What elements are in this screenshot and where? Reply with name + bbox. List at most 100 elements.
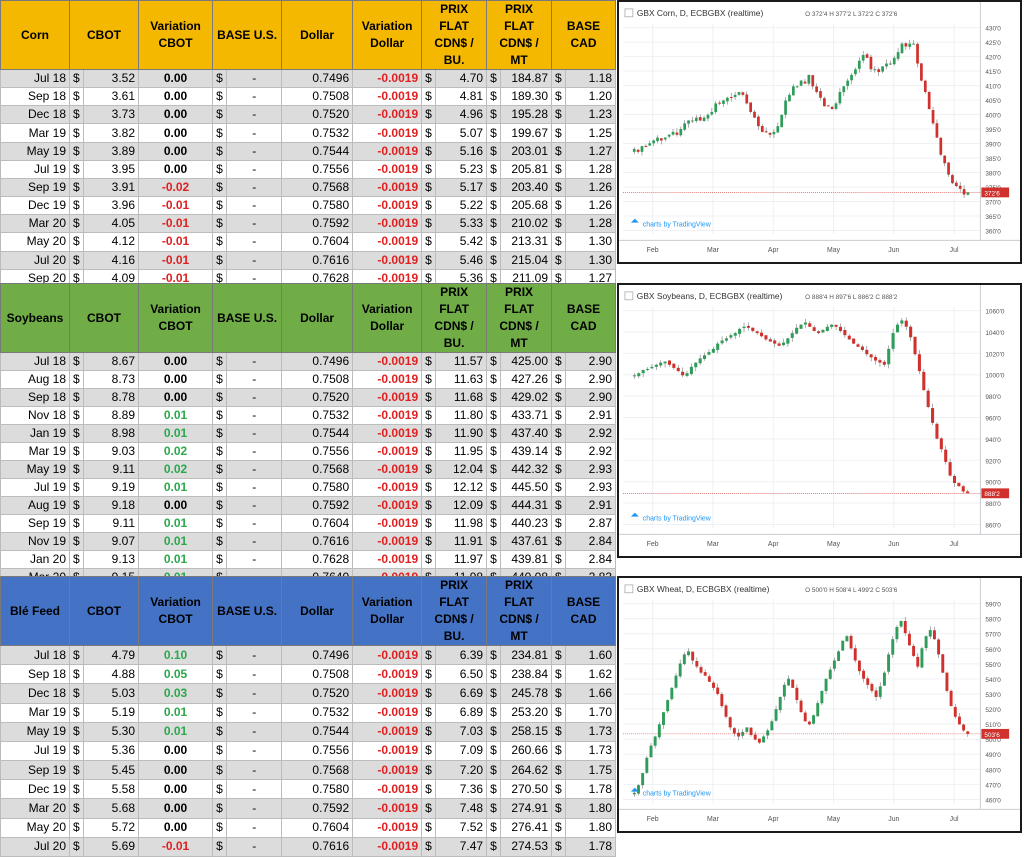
y-tick-label: 410'0 xyxy=(985,84,1001,91)
contract-month: May 19 xyxy=(0,721,70,742)
candle-body xyxy=(920,648,924,668)
candle-body xyxy=(741,92,745,95)
table-cell: $ xyxy=(486,798,502,819)
table-cell: 9.03 xyxy=(83,442,139,461)
column-header: CBOT xyxy=(69,0,139,70)
x-tick-label: Jul xyxy=(950,247,959,254)
y-tick-label: 530'0 xyxy=(985,692,1001,699)
table-cell: 0.01 xyxy=(137,406,214,425)
y-tick-label: 480'0 xyxy=(985,767,1001,774)
table-cell: $ xyxy=(486,370,502,389)
candle-body xyxy=(784,100,787,115)
table-cell: $ xyxy=(551,514,567,533)
table-cell: $ xyxy=(486,141,502,161)
table-row: Jul 20 $5.69 -0.01 $ -0.7616 -0.0019 $7.47 $274… xyxy=(0,836,616,857)
candle-body xyxy=(962,724,966,731)
attribution-label[interactable]: charts by TradingView xyxy=(643,516,711,523)
table-cell: 5.33 xyxy=(435,214,488,234)
table-cell: 0.00 xyxy=(137,123,214,143)
table-row: Sep 18 $3.61 0.00 $ -0.7508 -0.0019 $4.81 $189.… xyxy=(0,87,616,107)
contract-month: Sep 19 xyxy=(0,514,70,533)
table-cell: - xyxy=(226,664,283,685)
candle-body xyxy=(718,102,721,104)
table-cell: $ xyxy=(551,406,567,425)
contract-month: Sep 18 xyxy=(0,87,70,107)
candle-body xyxy=(678,663,682,677)
candle-body xyxy=(904,320,908,327)
table-cell: $ xyxy=(486,514,502,533)
corn-table: Corn CBOT Variation CBOT BASE U.S. Dollar Var… xyxy=(0,0,616,288)
column-header: Variation Dollar xyxy=(352,576,423,646)
candle-body xyxy=(860,346,864,350)
table-cell: 0.7508 xyxy=(281,370,354,389)
table-cell: 7.03 xyxy=(435,721,488,742)
table-cell: 0.7580 xyxy=(281,196,354,216)
contract-month: May 20 xyxy=(0,817,70,838)
contract-month: Nov 18 xyxy=(0,406,70,425)
table-cell: $ xyxy=(212,798,228,819)
table-cell: 439.81 xyxy=(500,550,553,569)
table-cell: - xyxy=(226,196,283,216)
contract-month: Mar 20 xyxy=(0,798,70,819)
table-cell: 0.7556 xyxy=(281,159,354,179)
column-header: BASE U.S. xyxy=(212,0,283,70)
table-cell: 205.81 xyxy=(500,159,553,179)
table-cell: $ xyxy=(68,460,85,479)
candle-body xyxy=(907,633,911,646)
table-cell: $ xyxy=(421,798,437,819)
attribution-label[interactable]: charts by TradingView xyxy=(643,791,711,798)
table-cell: 5.69 xyxy=(83,836,139,857)
candle-body xyxy=(904,43,908,47)
candle-body xyxy=(931,110,935,124)
attribution-label[interactable]: charts by TradingView xyxy=(643,222,711,229)
y-tick-label: 500'0 xyxy=(985,737,1001,744)
table-cell: $ xyxy=(68,141,85,161)
candle-body xyxy=(817,331,821,334)
table-cell: -0.0019 xyxy=(352,664,423,685)
table-cell: $ xyxy=(68,250,85,270)
table-cell: $ xyxy=(421,406,437,425)
collapse-icon[interactable] xyxy=(624,8,634,18)
table-cell: 2.92 xyxy=(565,442,616,461)
table-cell: 264.62 xyxy=(500,760,553,781)
table-row: Jul 19 $9.19 0.01 $ -0.7580 -0.0019 $12.12 $445… xyxy=(0,478,616,497)
candle-body xyxy=(832,660,836,669)
candle-body xyxy=(637,373,641,377)
table-cell: $ xyxy=(421,460,437,479)
candle-body xyxy=(891,639,895,655)
candle-body xyxy=(865,349,869,355)
table-cell: $ xyxy=(486,779,502,800)
table-cell: 4.81 xyxy=(435,87,488,107)
wheat-price-chart: 590'0 580'0 570'0 560'0 550'0 540'0 530'0 520'0… xyxy=(619,578,1020,831)
candle-body xyxy=(707,352,711,355)
y-tick-label: 420'0 xyxy=(985,55,1001,62)
table-cell: $ xyxy=(486,214,502,234)
table-cell: $ xyxy=(212,702,228,723)
table-cell: $ xyxy=(551,664,567,685)
candle-body xyxy=(711,348,715,353)
table-cell: $ xyxy=(421,370,437,389)
collapse-icon[interactable] xyxy=(624,291,634,301)
collapse-icon[interactable] xyxy=(624,584,634,594)
table-cell: - xyxy=(226,836,283,857)
x-tick-label: Apr xyxy=(768,247,779,254)
candle-body xyxy=(703,672,707,676)
contract-month: Mar 19 xyxy=(0,702,70,723)
table-cell: 5.07 xyxy=(435,123,488,143)
table-cell: 5.17 xyxy=(435,177,488,198)
candle-body xyxy=(695,661,699,667)
table-cell: - xyxy=(226,740,283,762)
candle-body xyxy=(899,620,903,627)
table-cell: 1.78 xyxy=(565,779,616,800)
candle-body xyxy=(912,645,916,656)
wheat-table: Blé Feed CBOT Variation CBOT BASE U.S. Dolla… xyxy=(0,576,616,857)
candle-body xyxy=(782,684,786,697)
table-cell: $ xyxy=(68,406,85,425)
table-cell: - xyxy=(226,141,283,161)
table-cell: -0.0019 xyxy=(352,68,423,89)
table-cell: $ xyxy=(486,496,502,515)
candle-body xyxy=(945,672,949,691)
last-price-label: 372'6 xyxy=(984,190,1000,197)
y-tick-label: 540'0 xyxy=(985,677,1001,684)
table-cell: 6.89 xyxy=(435,702,488,723)
